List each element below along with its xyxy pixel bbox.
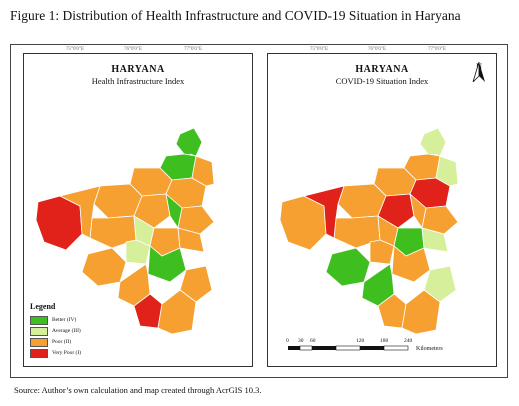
- legend-item: Better (IV): [30, 315, 122, 325]
- legend-label: Better (IV): [52, 317, 77, 323]
- scale-tick-label: 240: [404, 338, 413, 344]
- covid-situation-map-panel: HARYANA COVID-19 Situation Index 75°0'0"…: [267, 47, 497, 367]
- map-subtitle: Health Infrastructure Index: [91, 76, 185, 86]
- district-average: [423, 265, 457, 303]
- district-very-poor: [302, 185, 345, 239]
- scale-tick-label: 120: [356, 338, 365, 344]
- legend-swatch-very-poor: [30, 348, 48, 358]
- district-poor: [337, 183, 387, 219]
- scale-tick-label: 60: [310, 338, 316, 344]
- district-average: [125, 239, 151, 265]
- district-average: [419, 127, 447, 157]
- district-poor: [93, 183, 143, 219]
- legend-swatch-poor: [30, 337, 48, 347]
- source-note: Source: Author’s own calculation and map…: [14, 385, 262, 395]
- coord-tick: 77°0'0"E: [428, 47, 446, 52]
- district-better: [175, 127, 203, 157]
- district-poor: [157, 289, 197, 335]
- figure-title: Figure 1: Distribution of Health Infrast…: [10, 8, 461, 23]
- district-average: [421, 227, 449, 253]
- district-very-poor: [377, 193, 415, 229]
- map-title: HARYANA: [355, 64, 409, 75]
- district-poor: [179, 265, 213, 303]
- district-poor: [369, 239, 395, 265]
- legend-swatch-average: [30, 326, 48, 336]
- coord-tick: 77°0'0"E: [184, 47, 202, 52]
- district-poor: [279, 195, 327, 251]
- scale-tick-label: 30: [298, 338, 304, 344]
- district-poor: [177, 205, 215, 235]
- district-poor: [133, 193, 171, 229]
- district-very-poor: [35, 195, 83, 251]
- district-poor: [177, 227, 205, 253]
- scale-tick-label: 180: [380, 338, 389, 344]
- covid-map-svg: [279, 127, 459, 335]
- coord-tick: 76°0'0"E: [368, 47, 386, 52]
- legend-item: Poor (II): [30, 337, 122, 347]
- district-poor: [58, 185, 101, 239]
- legend-label: Average (III): [52, 328, 81, 334]
- scale-unit: Kilometers: [416, 346, 443, 352]
- north-arrow: N: [472, 62, 486, 82]
- legend-label: Poor (II): [52, 339, 72, 345]
- legend-item: Very Poor (I): [30, 348, 122, 358]
- scale-bar: 0 30 60 120 180 240 Kilometers: [284, 338, 484, 360]
- health-map-svg: [35, 127, 215, 335]
- district-better: [325, 247, 371, 287]
- district-poor: [189, 153, 215, 187]
- coord-tick: 76°0'0"E: [124, 47, 142, 52]
- district-poor: [81, 247, 127, 287]
- legend-title: Legend: [30, 302, 56, 311]
- scale-tick-label: 0: [286, 338, 289, 344]
- district-average: [433, 153, 459, 187]
- district-poor: [421, 205, 459, 235]
- health-infrastructure-map-panel: HARYANA Health Infrastructure Index 75°0…: [23, 47, 253, 367]
- map-subtitle: COVID-19 Situation Index: [335, 76, 429, 86]
- north-arrow-icon: [472, 62, 485, 82]
- map-title: HARYANA: [111, 64, 165, 75]
- map-frame: HARYANA Health Infrastructure Index 75°0…: [10, 44, 508, 378]
- legend: Legend Better (IV) Average (III) Poor (I…: [30, 302, 122, 359]
- legend-label: Very Poor (I): [52, 350, 82, 356]
- scale-bar-graphic: [288, 345, 409, 351]
- coord-tick: 75°0'0"E: [310, 47, 328, 52]
- district-poor: [401, 289, 441, 335]
- legend-item: Average (III): [30, 326, 122, 336]
- legend-swatch-better: [30, 315, 48, 325]
- coord-tick: 75°0'0"E: [66, 47, 84, 52]
